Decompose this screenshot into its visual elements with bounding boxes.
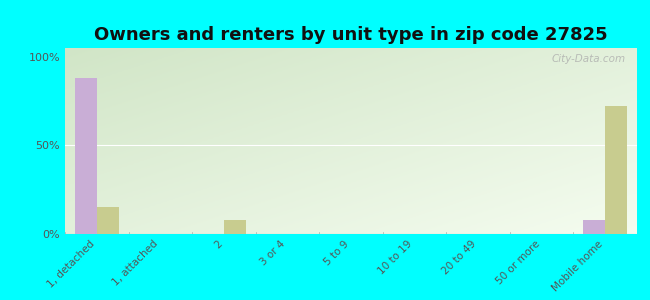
Bar [605,106,627,234]
Bar [583,220,605,234]
Bar [224,220,246,234]
Bar [75,78,97,234]
Title: Owners and renters by unit type in zip code 27825: Owners and renters by unit type in zip c… [94,26,608,44]
Bar [97,207,119,234]
Text: City-Data.com: City-Data.com [551,54,625,64]
